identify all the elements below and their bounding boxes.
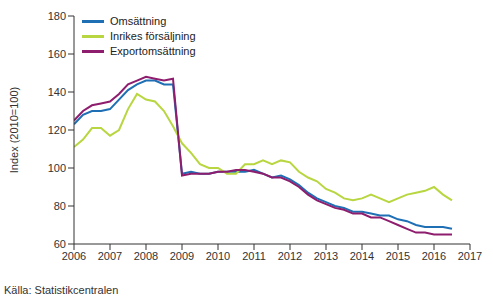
svg-text:2007: 2007	[98, 250, 122, 262]
svg-text:Index (2010=100): Index (2010=100)	[8, 87, 20, 174]
svg-text:2012: 2012	[278, 250, 302, 262]
svg-text:2006: 2006	[62, 250, 86, 262]
html-text:Omsättning: Omsättning	[110, 15, 167, 27]
svg-text:2015: 2015	[386, 250, 410, 262]
svg-text:120: 120	[48, 124, 66, 136]
html-text:Inrikes försäljning: Inrikes försäljning	[110, 30, 196, 42]
svg-text:2011: 2011	[242, 250, 266, 262]
svg-text:140: 140	[48, 86, 66, 98]
svg-text:2017: 2017	[458, 250, 482, 262]
svg-text:180: 180	[48, 10, 66, 22]
svg-text:2008: 2008	[134, 250, 158, 262]
html-text:Exportomsättning: Exportomsättning	[110, 45, 196, 57]
svg-text:2010: 2010	[206, 250, 230, 262]
svg-text:2016: 2016	[422, 250, 446, 262]
svg-text:2009: 2009	[170, 250, 194, 262]
svg-text:2013: 2013	[314, 250, 338, 262]
html-text:Källa: Statistikcentralen: Källa: Statistikcentralen	[4, 284, 119, 296]
svg-text:100: 100	[48, 162, 66, 174]
svg-text:80: 80	[54, 200, 66, 212]
svg-text:2014: 2014	[350, 250, 374, 262]
svg-text:160: 160	[48, 48, 66, 60]
svg-text:60: 60	[54, 238, 66, 250]
